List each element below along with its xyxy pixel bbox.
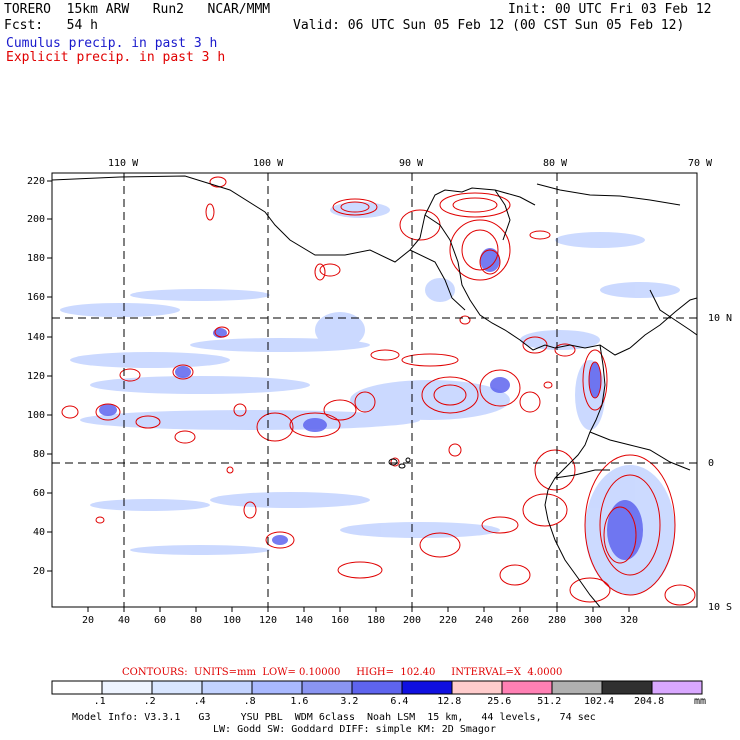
scale-label: 204.8 bbox=[634, 696, 665, 707]
graticule bbox=[52, 173, 697, 607]
y-tick: 20 bbox=[33, 566, 46, 577]
init-time: Init: 00 UTC Fri 03 Feb 12 bbox=[508, 2, 712, 17]
y-tick: 40 bbox=[33, 527, 46, 538]
x-tick: 40 bbox=[118, 615, 131, 626]
scale-label: .4 bbox=[193, 696, 206, 707]
scale-label: 51.2 bbox=[537, 696, 562, 707]
lat-label-10s: 10 S bbox=[708, 602, 733, 613]
y-tick: 220 bbox=[27, 176, 46, 187]
x-tick: 60 bbox=[154, 615, 167, 626]
scale-swatch bbox=[401, 680, 453, 695]
x-tick: 320 bbox=[620, 615, 639, 626]
y-tick: 100 bbox=[27, 410, 46, 421]
x-tick: 220 bbox=[439, 615, 458, 626]
lat-label-10n: 10 N bbox=[708, 313, 733, 324]
y-tick: 200 bbox=[27, 214, 46, 225]
scale-label: .8 bbox=[243, 696, 256, 707]
scale-swatch bbox=[151, 680, 203, 695]
model-info-line-1: Model Info: V3.3.1 G3 YSU PBL WDM 6class… bbox=[72, 712, 596, 723]
coastlines bbox=[52, 175, 697, 607]
y-tick: 80 bbox=[33, 449, 46, 460]
scale-swatch bbox=[101, 680, 153, 695]
lon-label-80w: 80 W bbox=[543, 158, 568, 169]
y-tick: 60 bbox=[33, 488, 46, 499]
scale-label: .2 bbox=[143, 696, 156, 707]
contour-info: CONTOURS: UNITS=mm LOW= 0.10000 HIGH= 10… bbox=[122, 667, 563, 678]
scale-label: .1 bbox=[93, 696, 106, 707]
scale-units: mm bbox=[694, 696, 707, 707]
y-tick: 160 bbox=[27, 292, 46, 303]
scale-swatch bbox=[501, 680, 553, 695]
legend-cumulus: Cumulus precip. in past 3 h bbox=[6, 36, 218, 51]
scale-swatch bbox=[651, 680, 703, 695]
color-scale-bar bbox=[51, 680, 703, 695]
lon-label-100w: 100 W bbox=[253, 158, 284, 169]
lat-label-0: 0 bbox=[708, 458, 715, 469]
y-tick: 140 bbox=[27, 332, 46, 343]
scale-label: 6.4 bbox=[390, 696, 409, 707]
scale-swatch bbox=[601, 680, 653, 695]
scale-label: 3.2 bbox=[340, 696, 359, 707]
legend-explicit: Explicit precip. in past 3 h bbox=[6, 50, 226, 65]
scale-label: 12.8 bbox=[437, 696, 462, 707]
scale-swatch bbox=[201, 680, 253, 695]
x-tick: 100 bbox=[223, 615, 242, 626]
x-tick: 200 bbox=[403, 615, 422, 626]
scale-swatch bbox=[51, 680, 103, 695]
y-tick: 180 bbox=[27, 253, 46, 264]
map-frame bbox=[51, 172, 698, 608]
scale-label: 25.6 bbox=[487, 696, 512, 707]
cumulus-precip-heavy bbox=[99, 248, 643, 560]
galapagos-islands bbox=[388, 457, 411, 469]
x-tick: 20 bbox=[82, 615, 95, 626]
lon-label-110w: 110 W bbox=[108, 158, 139, 169]
scale-swatch bbox=[251, 680, 303, 695]
x-tick: 140 bbox=[295, 615, 314, 626]
cumulus-precip-shading bbox=[60, 202, 680, 595]
x-tick: 300 bbox=[584, 615, 603, 626]
x-tick: 120 bbox=[259, 615, 278, 626]
x-tick: 80 bbox=[190, 615, 203, 626]
scale-swatch bbox=[301, 680, 353, 695]
x-tick: 240 bbox=[475, 615, 494, 626]
lon-label-90w: 90 W bbox=[399, 158, 424, 169]
axis-ticks bbox=[47, 180, 630, 612]
scale-label: 102.4 bbox=[584, 696, 615, 707]
explicit-precip-contours bbox=[61, 176, 696, 606]
scale-label: 1.6 bbox=[290, 696, 309, 707]
x-tick: 260 bbox=[511, 615, 530, 626]
model-info-line-2: LW: Godd SW: Goddard DIFF: simple KM: 2D… bbox=[213, 724, 496, 735]
scale-swatch bbox=[551, 680, 603, 695]
x-tick: 280 bbox=[548, 615, 567, 626]
plot-title: TORERO 15km ARW Run2 NCAR/MMM bbox=[4, 2, 271, 17]
scale-swatch bbox=[451, 680, 503, 695]
x-tick: 180 bbox=[367, 615, 386, 626]
scale-swatch bbox=[351, 680, 403, 695]
valid-time: Valid: 06 UTC Sun 05 Feb 12 (00 CST Sun … bbox=[293, 18, 685, 33]
forecast-hour: Fcst: 54 h bbox=[4, 18, 98, 33]
x-tick: 160 bbox=[331, 615, 350, 626]
y-tick: 120 bbox=[27, 371, 46, 382]
lon-label-70w: 70 W bbox=[688, 158, 713, 169]
